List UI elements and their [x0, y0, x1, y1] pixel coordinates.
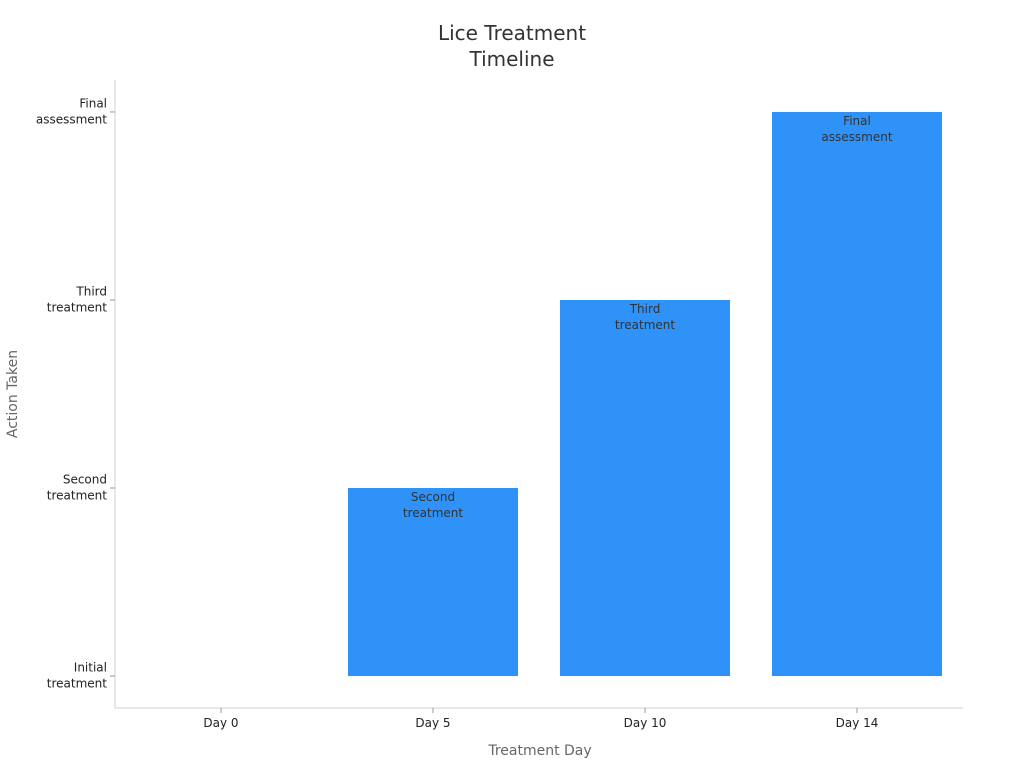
bar — [772, 111, 942, 677]
y-tick-label: Final assessment — [35, 96, 107, 126]
y-axis-label: Action Taken — [4, 349, 21, 439]
data-label: Third treatment — [614, 301, 676, 332]
x-tick-label: Day 5 — [415, 716, 451, 730]
y-tick-label: Initial treatment — [46, 660, 107, 691]
x-axis-label: Treatment Day — [488, 743, 592, 759]
x-tick-label: Day 0 — [203, 716, 239, 730]
y-tick-label: Third treatment — [46, 284, 107, 314]
chart-title: Lice Treatment Timeline — [437, 21, 587, 71]
data-label: Second treatment — [402, 490, 464, 520]
x-tick-label: Day 14 — [835, 716, 879, 730]
bar — [560, 299, 730, 677]
data-label: Final assessment — [821, 113, 893, 144]
y-tick-label: Second treatment — [46, 472, 107, 502]
bar — [348, 488, 518, 677]
x-tick-label: Day 10 — [623, 716, 667, 730]
